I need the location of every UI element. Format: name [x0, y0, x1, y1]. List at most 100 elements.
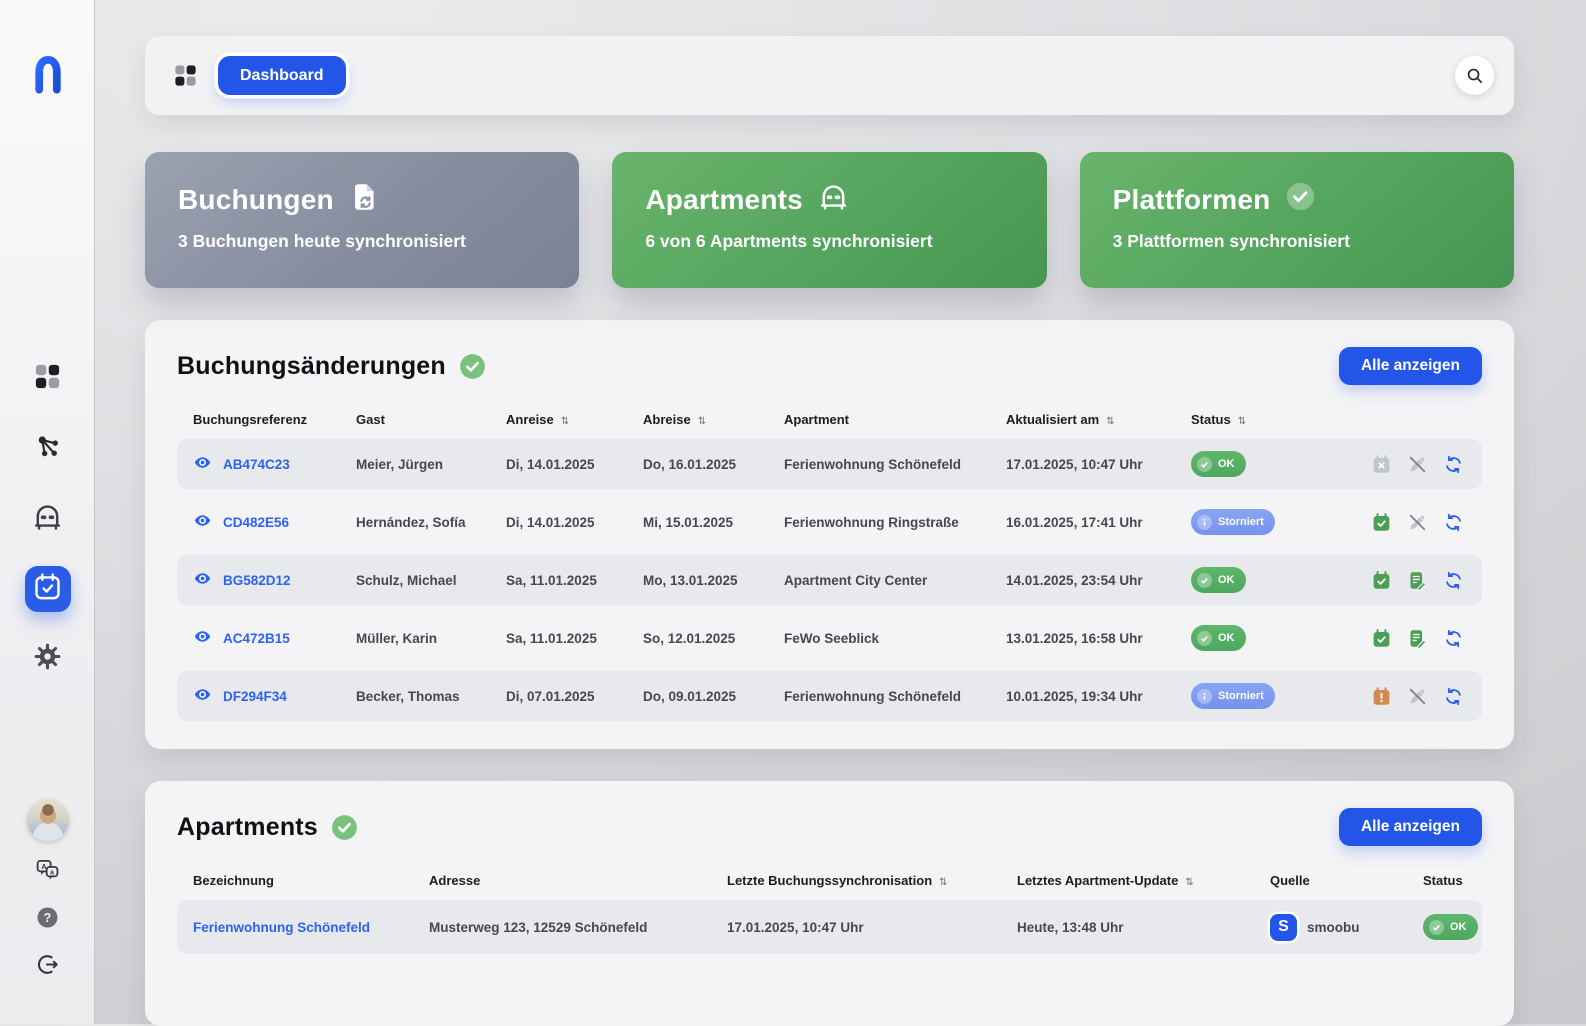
apartment-cell: Ferienwohnung Ringstraße [784, 515, 1006, 530]
sidebar-bottom: Aa? [0, 799, 95, 982]
column-header[interactable]: Letztes Apartment-Update⇅ [1017, 873, 1270, 888]
calendar-alert-icon[interactable] [1371, 686, 1392, 707]
booking-ref-link[interactable]: AB474C23 [223, 457, 290, 472]
bed-icon-white [818, 181, 849, 219]
apartments-show-all-button[interactable]: Alle anzeigen [1339, 808, 1482, 846]
apartments-title: Apartments [177, 813, 318, 842]
dashboard-nav-button[interactable]: Dashboard [218, 56, 346, 95]
column-header: Buchungsreferenz [193, 412, 356, 427]
edit-off-icon[interactable] [1407, 454, 1428, 475]
booking-ref-link[interactable]: BG582D12 [223, 573, 291, 588]
column-header[interactable]: Letzte Buchungssynchronisation⇅ [727, 873, 1017, 888]
sort-icon[interactable]: ⇅ [1106, 416, 1114, 427]
calendar-x-icon[interactable] [1371, 454, 1392, 475]
eye-icon[interactable] [193, 453, 212, 475]
column-header: Gast [356, 412, 506, 427]
arrival-cell: Di, 07.01.2025 [506, 689, 643, 704]
stat-card-title: Apartments [645, 184, 803, 216]
search-icon [1465, 66, 1484, 85]
status-badge: OK [1191, 625, 1246, 651]
sidebar-item-connections[interactable] [25, 426, 71, 472]
status-badge: OK [1423, 914, 1478, 940]
last-booking-sync-cell: 17.01.2025, 10:47 Uhr [727, 920, 1017, 935]
booking-row: BG582D12Schulz, MichaelSa, 11.01.2025Mo,… [177, 555, 1482, 605]
bookings-table: AB474C23Meier, JürgenDi, 14.01.2025Do, 1… [177, 439, 1482, 721]
sidebar-item-settings[interactable] [25, 636, 71, 682]
stat-card-buchungen[interactable]: Buchungen3 Buchungen heute synchronisier… [145, 152, 579, 288]
eye-icon[interactable] [193, 569, 212, 591]
edit-off-icon[interactable] [1407, 686, 1428, 707]
calendar-check-action-icon[interactable] [1371, 570, 1392, 591]
column-header[interactable]: Abreise⇅ [643, 412, 784, 427]
updated-cell: 14.01.2025, 23:54 Uhr [1006, 573, 1191, 588]
stat-card-plattformen[interactable]: Plattformen3 Plattformen synchronisiert [1080, 152, 1514, 288]
apps-grid-icon[interactable] [172, 62, 199, 89]
sidebar-item-logout[interactable] [35, 952, 60, 982]
stat-card-subtitle: 6 von 6 Apartments synchronisiert [645, 231, 1026, 252]
sidebar-item-apartments[interactable] [25, 496, 71, 542]
calendar-check-action-icon[interactable] [1371, 512, 1392, 533]
sync-icon[interactable] [1443, 628, 1464, 649]
apartments-panel: Apartments Alle anzeigen BezeichnungAdre… [145, 781, 1514, 1026]
sort-icon[interactable]: ⇅ [698, 416, 706, 427]
sidebar-item-language[interactable]: Aa [35, 858, 60, 888]
guest-cell: Müller, Karin [356, 631, 506, 646]
sync-icon[interactable] [1443, 512, 1464, 533]
updated-cell: 16.01.2025, 17:41 Uhr [1006, 515, 1191, 530]
check-icon [1429, 920, 1444, 935]
gear-icon [32, 641, 63, 677]
departure-cell: Do, 09.01.2025 [643, 689, 784, 704]
status-badge: Storniert [1191, 509, 1275, 535]
status-badge: OK [1191, 567, 1246, 593]
booking-ref-link[interactable]: CD482E56 [223, 515, 289, 530]
bed-icon [32, 501, 63, 537]
last-update-cell: Heute, 13:48 Uhr [1017, 920, 1270, 935]
apartments-table-header: BezeichnungAdresseLetzte Buchungssynchro… [177, 873, 1482, 888]
sidebar-item-bookings[interactable] [25, 566, 71, 612]
stat-card-subtitle: 3 Buchungen heute synchronisiert [178, 231, 559, 252]
booking-ref-link[interactable]: DF294F34 [223, 689, 287, 704]
booking-row: AB474C23Meier, JürgenDi, 14.01.2025Do, 1… [177, 439, 1482, 489]
app-logo[interactable] [0, 50, 95, 94]
sort-icon[interactable]: ⇅ [939, 877, 947, 888]
note-edit-icon[interactable] [1407, 570, 1428, 591]
booking-ref-link[interactable]: AC472B15 [223, 631, 290, 646]
eye-icon[interactable] [193, 511, 212, 533]
svg-text:a: a [50, 869, 54, 876]
updated-cell: 13.01.2025, 16:58 Uhr [1006, 631, 1191, 646]
column-header: Apartment [784, 412, 1006, 427]
stat-card-apartments[interactable]: Apartments 6 von 6 Apartments synchronisi… [612, 152, 1046, 288]
column-header: Status [1423, 873, 1466, 888]
eye-icon[interactable] [193, 627, 212, 649]
check-icon [1197, 457, 1212, 472]
column-header[interactable]: Status⇅ [1191, 412, 1341, 427]
note-edit-icon[interactable] [1407, 628, 1428, 649]
edit-off-icon[interactable] [1407, 512, 1428, 533]
eye-icon[interactable] [193, 685, 212, 707]
check-icon [1197, 631, 1212, 646]
stat-cards-row: Buchungen3 Buchungen heute synchronisier… [145, 152, 1514, 288]
sort-icon[interactable]: ⇅ [561, 416, 569, 427]
sort-icon[interactable]: ⇅ [1238, 416, 1246, 427]
column-header: Quelle [1270, 873, 1423, 888]
column-header: Bezeichnung [193, 873, 429, 888]
apartments-table: Ferienwohnung SchönefeldMusterweg 123, 1… [177, 900, 1482, 954]
column-header[interactable]: Aktualisiert am⇅ [1006, 412, 1191, 427]
calendar-check-action-icon[interactable] [1371, 628, 1392, 649]
check-circle-icon [1285, 181, 1316, 219]
sync-icon[interactable] [1443, 570, 1464, 591]
apartment-name-link[interactable]: Ferienwohnung Schönefeld [193, 920, 370, 935]
sync-icon[interactable] [1443, 454, 1464, 475]
bookings-show-all-button[interactable]: Alle anzeigen [1339, 347, 1482, 385]
sidebar-item-help[interactable]: ? [35, 905, 60, 935]
sort-icon[interactable]: ⇅ [1185, 877, 1193, 888]
info-icon [1197, 689, 1212, 704]
sync-icon[interactable] [1443, 686, 1464, 707]
column-header[interactable]: Anreise⇅ [506, 412, 643, 427]
search-button[interactable] [1455, 56, 1494, 95]
sidebar-item-dashboard[interactable] [25, 356, 71, 402]
svg-text:?: ? [44, 911, 52, 925]
bookings-table-header: BuchungsreferenzGastAnreise⇅Abreise⇅Apar… [177, 412, 1482, 427]
avatar[interactable] [27, 799, 69, 841]
departure-cell: So, 12.01.2025 [643, 631, 784, 646]
